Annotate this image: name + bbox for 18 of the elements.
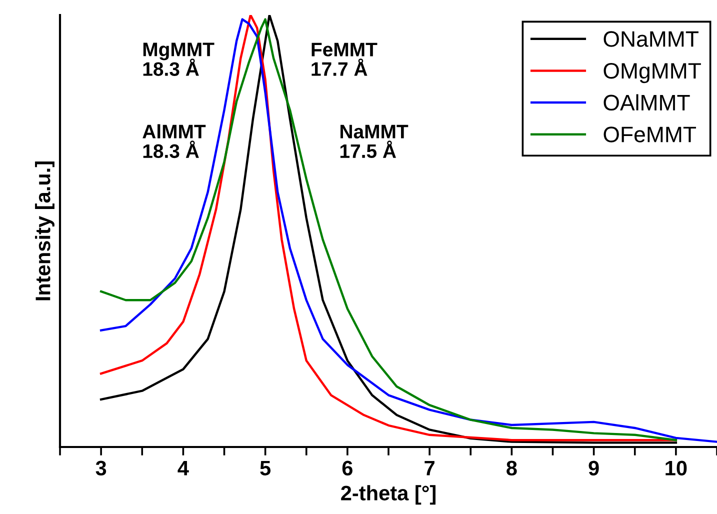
annotation: AlMMT 18.3 Å [142,124,206,158]
x-tick-label: 4 [178,460,189,476]
x-tick-label: 9 [588,460,599,476]
annotation: NaMMT 17.5 Å [340,124,408,158]
legend-label: OAlMMT [604,94,690,111]
x-tick-label: 10 [666,460,687,476]
annotation: FeMMT 17.7 Å [312,42,378,76]
annotation: MgMMT 18.3 Å [143,42,214,76]
y-axis-title: Intensity [a.u.] [35,162,54,300]
legend-label: OMgMMT [604,62,701,84]
x-tick-label: 5 [260,460,271,476]
x-tick-label: 7 [424,460,434,476]
x-tick-label: 3 [96,460,106,476]
x-tick-label: 8 [506,460,517,476]
x-axis-title: 2-theta [°] [341,485,436,505]
legend-label: ONaMMT [604,31,698,47]
legend-label: OFeMMT [604,126,696,142]
x-tick-label: 6 [342,460,352,476]
